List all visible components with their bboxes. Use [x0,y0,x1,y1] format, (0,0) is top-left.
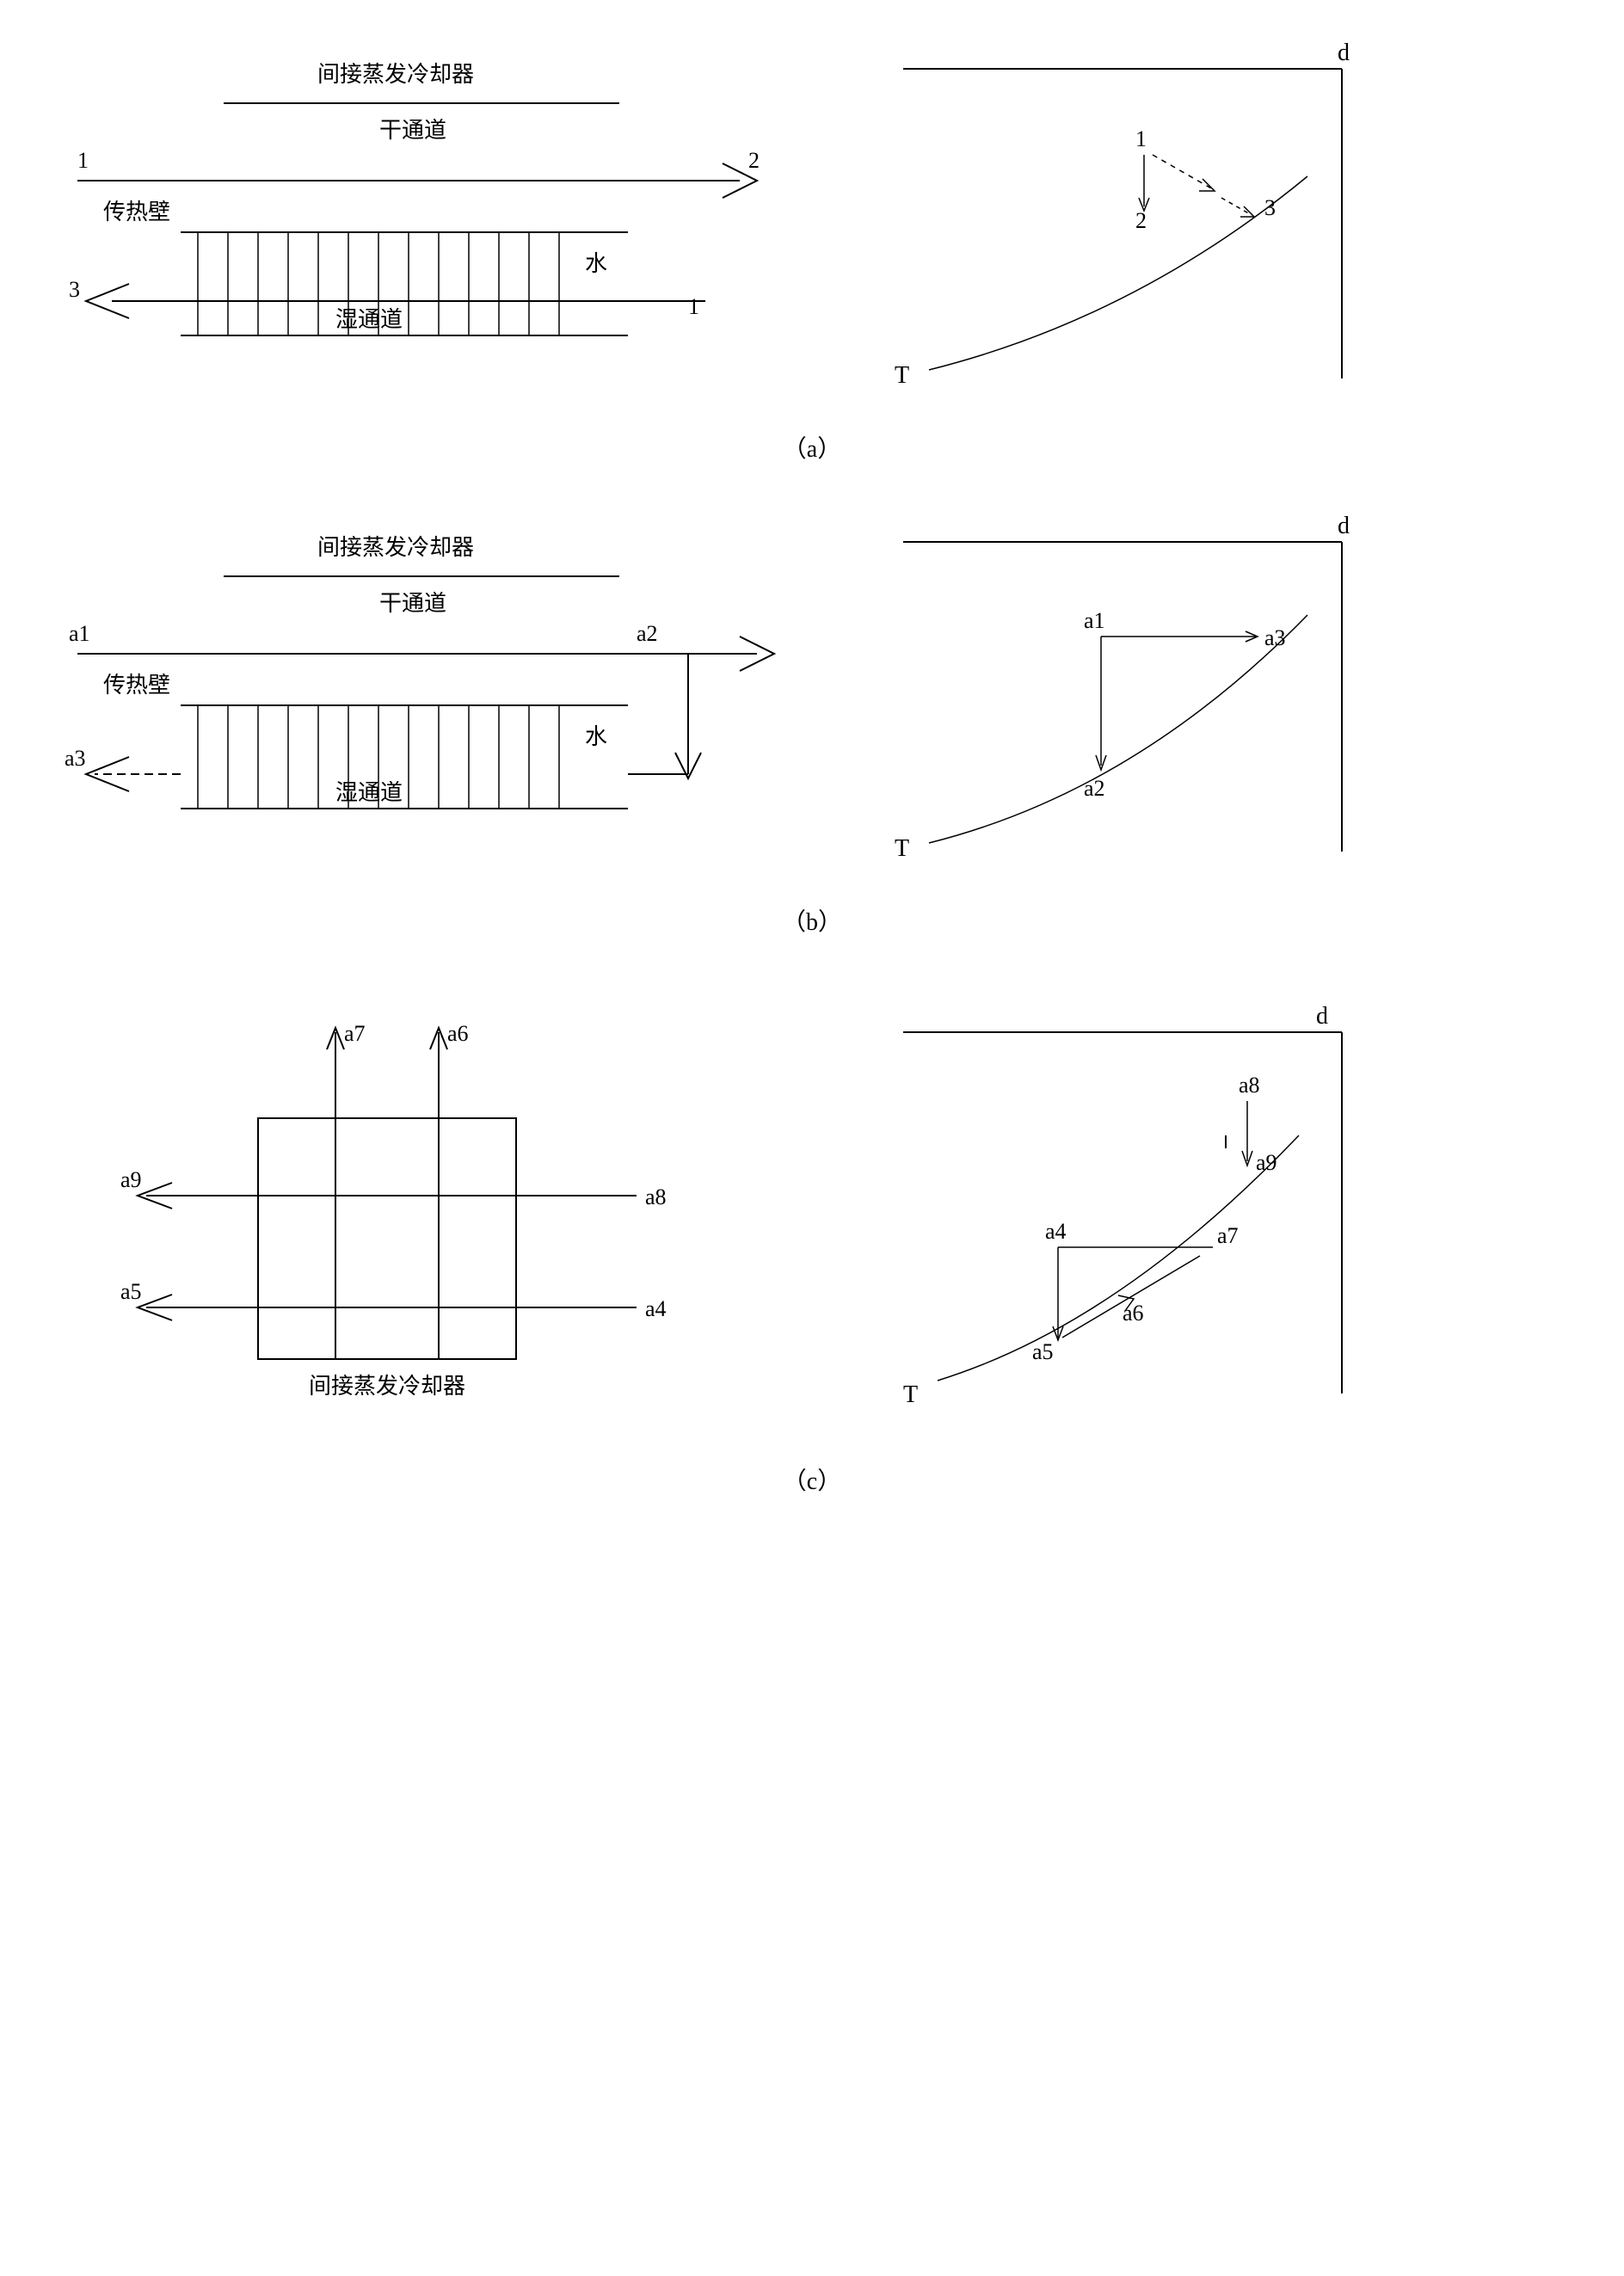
figC-pt4: a4 [645,1296,667,1321]
sat-b [929,615,1307,843]
figC-pt9: a9 [120,1167,142,1192]
figA-r-pt2: 2 [1135,208,1147,233]
figB-right-svg: d T a1 a3 a2 [860,507,1376,886]
figB-r-pt3: a3 [1264,625,1286,650]
figC-r-pt6: a6 [1123,1301,1144,1326]
axis-T-b: T [895,835,909,862]
figA-pt1b: 1 [688,294,699,319]
axis-T: T [895,362,909,389]
figC-sublabel: （c） [34,1462,1590,1497]
axis-d-b: d [1338,513,1350,539]
dry-label-b: 干通道 [379,591,446,616]
figA-r-pt3: 3 [1264,195,1276,220]
figC-pt5: a5 [120,1279,142,1304]
a3-dash [1221,198,1252,215]
figA-right-svg: d T 1 2 3 [860,34,1376,413]
figure-set: 间接蒸发冷却器 干通道 1 2 传热壁 [34,34,1590,1505]
figC-left-svg: 间接蒸发冷却器 a7 a6 a8 a9 a4 a5 [34,981,809,1445]
figC-pt8: a8 [645,1184,667,1209]
a3-head [1240,206,1254,217]
sat-c [938,1135,1299,1381]
figB-r-pt2: a2 [1084,776,1105,801]
figA-r-pt1: 1 [1135,126,1147,151]
figC-r-pt8: a8 [1239,1073,1260,1098]
sat-curve [929,176,1307,370]
figure-c: 间接蒸发冷却器 a7 a6 a8 a9 a4 a5 [34,981,1590,1505]
figC-pt6: a6 [447,1021,469,1046]
figA-pt2-left: 2 [748,148,760,173]
axis-d: d [1338,40,1350,66]
figA-sublabel: （a） [34,430,1590,464]
figure-b-row: 间接蒸发冷却器 干通道 a1 a2 传热壁 [34,507,1590,886]
figC-r-pt5: a5 [1032,1339,1054,1364]
figC-r-pt7: a7 [1217,1223,1239,1248]
figB-pt1: a1 [69,621,90,646]
heat-wall-b: 传热壁 [103,673,170,698]
axis-T-c: T [903,1381,918,1408]
a13-dash [1153,155,1213,189]
figA-pt1-left: 1 [77,148,89,173]
wet-label-b: 湿通道 [335,780,403,805]
figure-b: 间接蒸发冷却器 干通道 a1 a2 传热壁 [34,507,1590,946]
a13-head [1199,179,1215,191]
figA-title: 间接蒸发冷却器 [317,62,474,87]
figC-title: 间接蒸发冷却器 [309,1374,465,1399]
figA-pt3-left: 3 [69,277,80,302]
water-b: 水 [585,724,607,749]
figB-pt3: a3 [65,746,86,771]
water-label: 水 [585,251,607,276]
figC-right-svg: d T a8 a9 a4 a7 a5 [860,981,1376,1445]
figC-box [258,1118,516,1359]
wet-channel-label: 湿通道 [335,307,403,332]
figure-c-row: 间接蒸发冷却器 a7 a6 a8 a9 a4 a5 [34,981,1590,1445]
figB-pt2: a2 [637,621,658,646]
figC-pt7: a7 [344,1021,366,1046]
figure-a-row: 间接蒸发冷却器 干通道 1 2 传热壁 [34,34,1590,413]
figB-r-pt1: a1 [1084,608,1105,633]
figC-r-pt9: a9 [1256,1150,1277,1175]
figure-a: 间接蒸发冷却器 干通道 1 2 传热壁 [34,34,1590,473]
axis-d-c: d [1316,1003,1328,1030]
figB-title: 间接蒸发冷却器 [317,535,474,560]
dry-channel-label: 干通道 [379,118,446,143]
heat-wall-label: 传热壁 [103,200,170,225]
figA-left-svg: 间接蒸发冷却器 干通道 1 2 传热壁 [34,34,809,413]
figB-left-svg: 间接蒸发冷却器 干通道 a1 a2 传热壁 [34,507,809,886]
figC-r-pt4: a4 [1045,1219,1067,1244]
figB-sublabel: （b） [34,903,1590,938]
